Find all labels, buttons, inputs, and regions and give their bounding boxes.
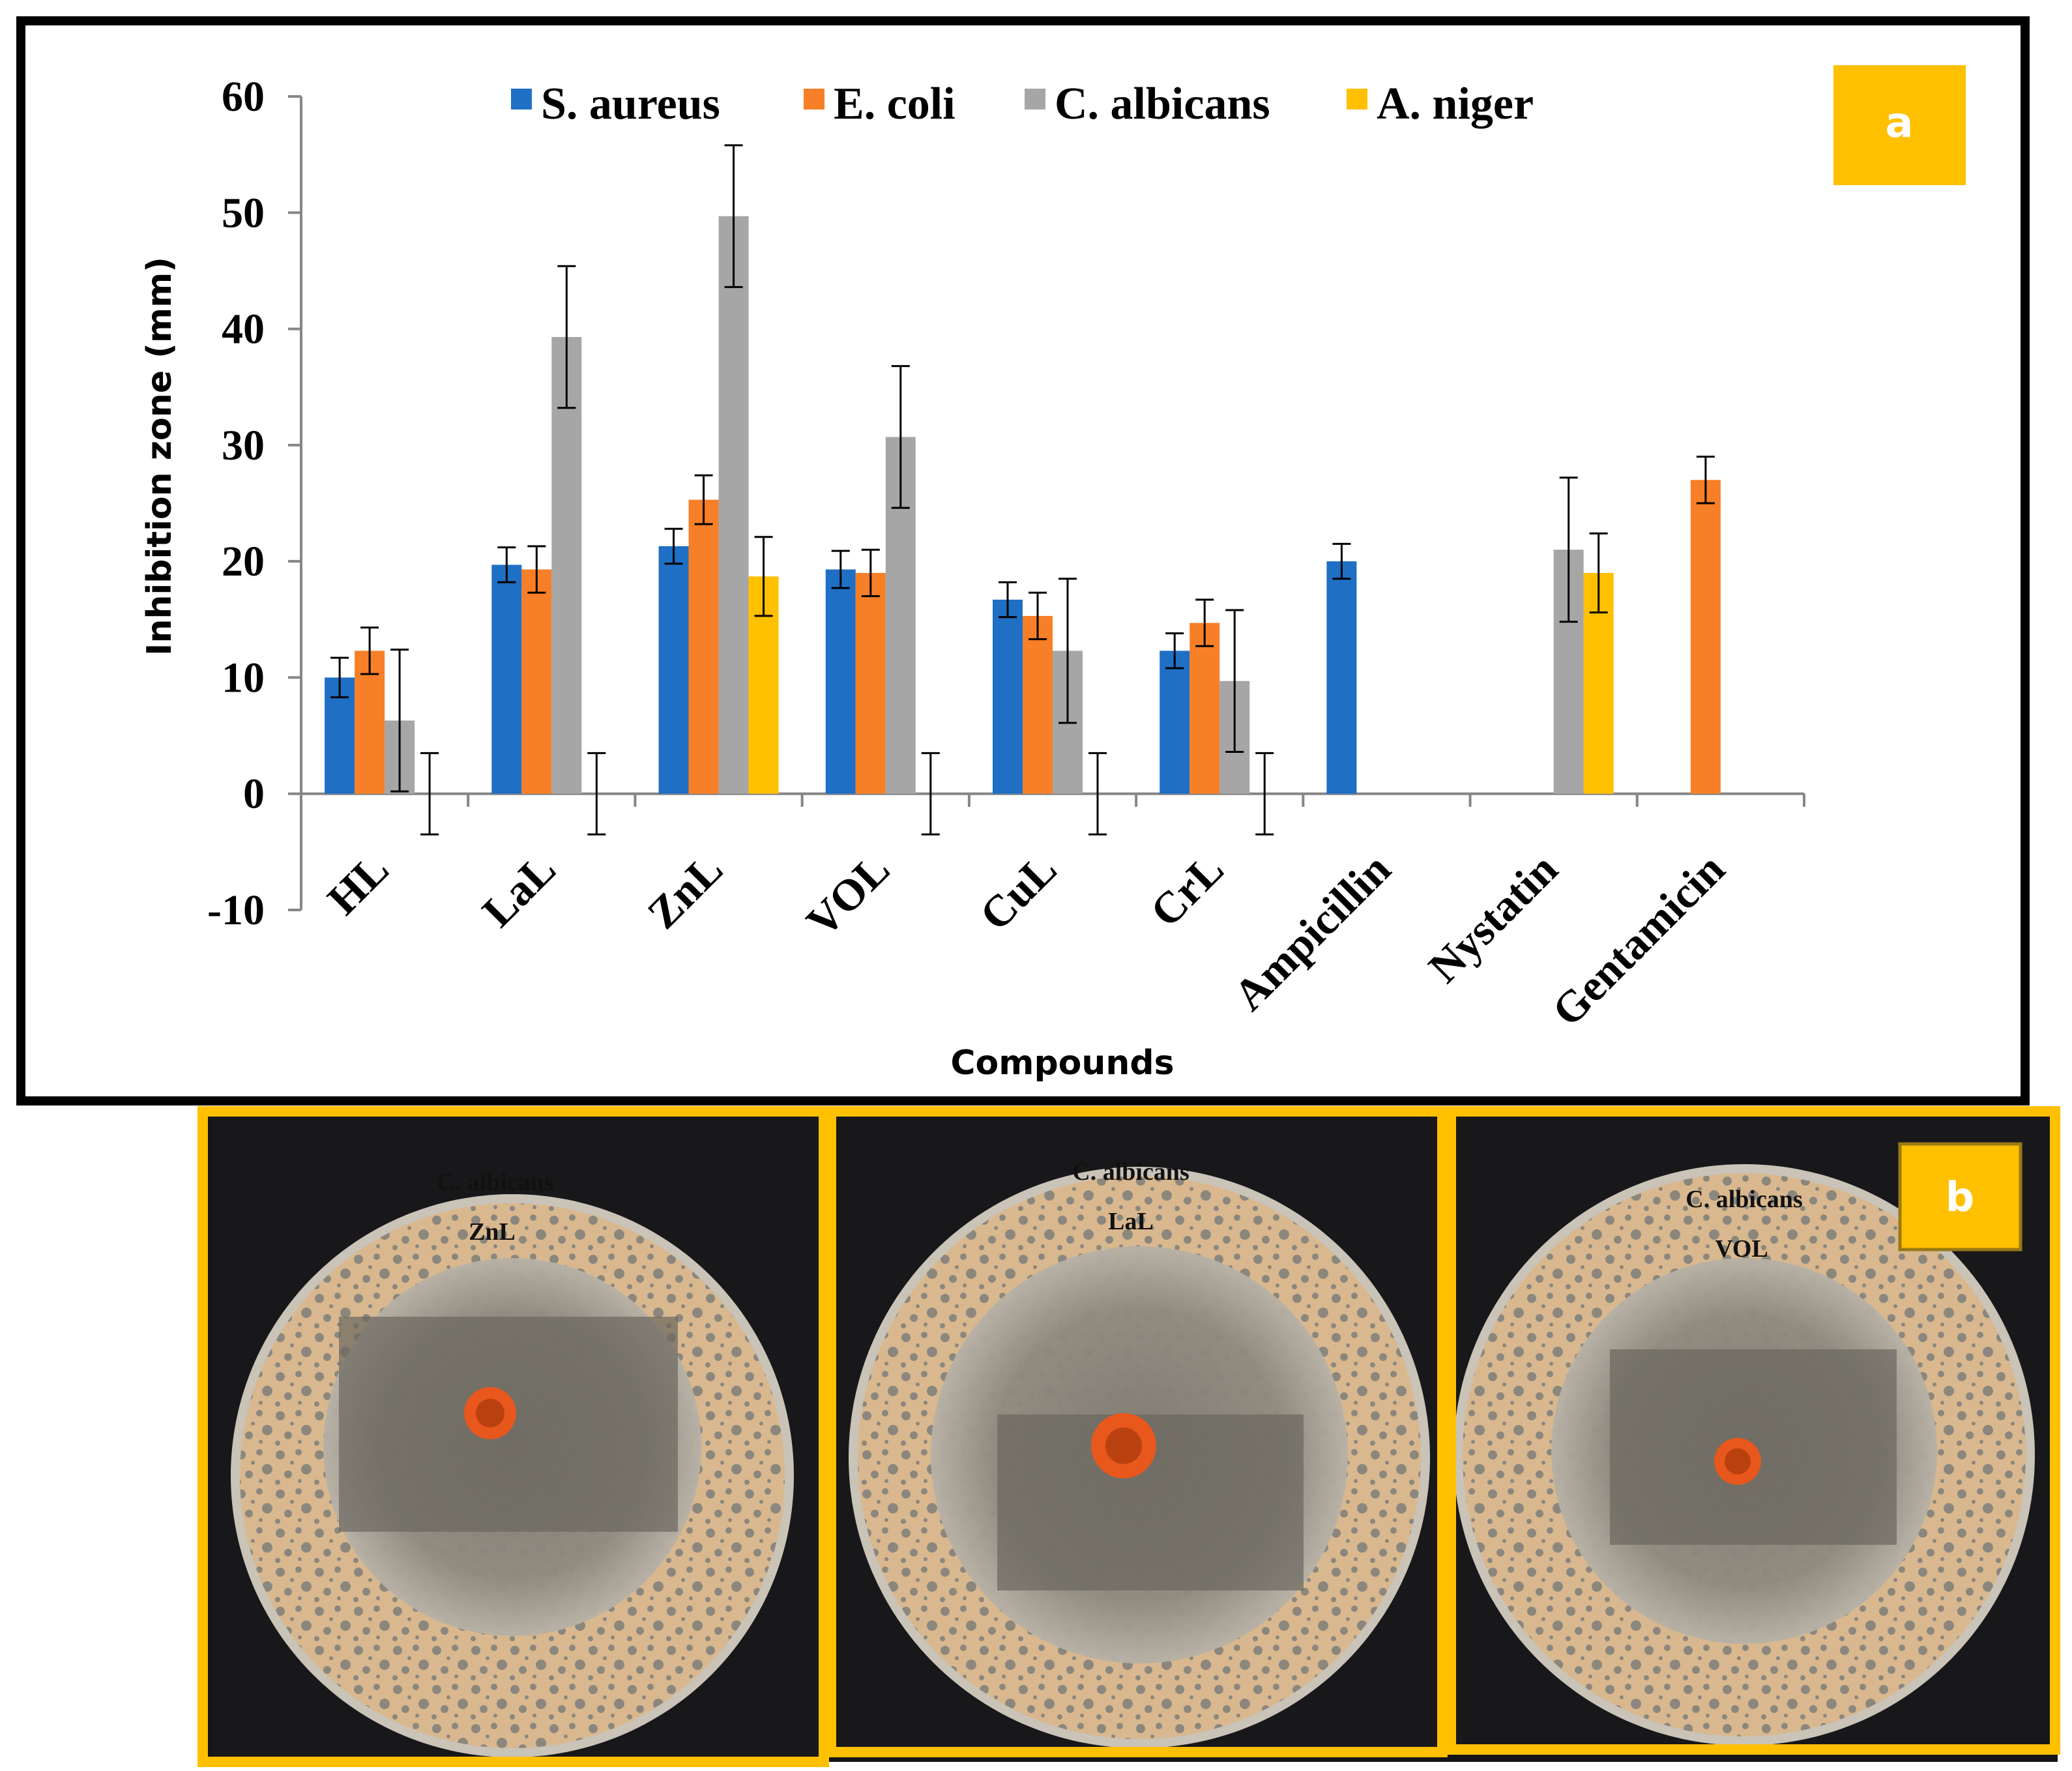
legend-label-s-aureus: S. aureus (541, 79, 720, 129)
y-tick-label: 10 (222, 654, 265, 701)
error-bar-crl-e-coli (1195, 598, 1214, 647)
legend-label-c-albicans: C. albicans (1055, 79, 1270, 129)
error-bar-crl-a-niger (1255, 752, 1274, 836)
bar-vol-s-aureus (825, 569, 856, 794)
legend: S. aureus E. coli C. albicans A. niger (511, 79, 1534, 129)
panel-label-b: b (1898, 1142, 2022, 1251)
error-bar-vol-a-niger (921, 752, 940, 836)
error-bar-hl-a-niger (420, 752, 439, 836)
bar-gentamicin-e-coli (1690, 480, 1721, 794)
panel-a-frame (16, 16, 2030, 1105)
x-axis-label: Compounds (950, 1044, 1174, 1083)
error-bar-vol-c-albicans (891, 365, 910, 509)
panel-label-b-badge (1898, 1142, 2022, 1251)
plate-3-organism: C. albicans (1685, 1186, 1802, 1213)
y-tick-label: 40 (222, 306, 265, 353)
plate-2-organism: C. albicans (1072, 1158, 1189, 1186)
y-tick-label: 30 (222, 422, 265, 469)
bar-crl-s-aureus (1160, 651, 1190, 794)
petri-plate-3 (1456, 1117, 2055, 1747)
error-bar-hl-e-coli (360, 626, 379, 675)
bar-crl-e-coli (1189, 622, 1220, 794)
bar-cul-s-aureus (993, 599, 1023, 794)
plate-1-compound: ZnL (469, 1218, 516, 1246)
legend-swatch-c-albicans (1025, 89, 1045, 110)
error-bar-lal-s-aureus (497, 546, 516, 583)
panel-label-b-text: b (1946, 1173, 1974, 1221)
legend-swatch-a-niger (1347, 89, 1367, 110)
bar-znl-s-aureus (658, 546, 689, 794)
error-bar-nystatin-a-niger (1589, 532, 1608, 614)
plate-3-frame (1446, 1106, 2060, 1755)
error-bar-znl-a-niger (754, 536, 773, 617)
y-tick-label: 20 (222, 538, 265, 585)
error-bar-cul-c-albicans (1058, 578, 1077, 724)
bar-lal-e-coli (521, 569, 552, 794)
y-tick-label: 60 (222, 73, 265, 121)
error-bar-lal-e-coli (527, 545, 546, 594)
error-bar-ampicillin-s-aureus (1332, 542, 1351, 580)
bar-vol-e-coli (855, 572, 886, 794)
legend-label-e-coli: E. coli (834, 79, 956, 129)
bar-lal-c-albicans (551, 337, 582, 794)
plate-1-organism: C. albicans (437, 1169, 553, 1196)
error-bar-lal-a-niger (587, 752, 606, 836)
panel-label-a-badge (1833, 65, 1966, 185)
y-tick-label: 50 (222, 189, 265, 237)
error-bar-vol-e-coli (861, 548, 880, 598)
plate-3-compound: VOL (1715, 1235, 1768, 1263)
error-bar-hl-c-albicans (390, 649, 409, 793)
plate-2-compound: LaL (1108, 1208, 1154, 1235)
error-bar-cul-e-coli (1029, 591, 1047, 641)
error-bar-hl-s-aureus (330, 656, 349, 699)
y-axis-label: Inhibition zone (mm) (140, 257, 179, 656)
error-bar-znl-s-aureus (664, 527, 683, 565)
y-tick-label: 0 (243, 770, 265, 818)
error-bar-znl-e-coli (694, 474, 713, 525)
legend-swatch-s-aureus (511, 89, 532, 110)
error-bar-vol-s-aureus (831, 549, 850, 589)
error-bar-crl-s-aureus (1165, 632, 1184, 669)
plate-1-frame (197, 1106, 829, 1767)
panel-label-a: a (1833, 65, 1966, 185)
y-tick-label: -10 (207, 886, 265, 934)
error-bar-gentamicin-e-coli (1696, 456, 1715, 505)
error-bar-cul-s-aureus (999, 581, 1017, 619)
petri-plate-1 (211, 1117, 821, 1761)
panel-label-a-text: a (1885, 99, 1913, 147)
bar-lal-s-aureus (491, 564, 522, 794)
bar-ampicillin-s-aureus (1326, 561, 1357, 794)
plate-2-frame (826, 1106, 1448, 1757)
error-bar-znl-c-albicans (724, 144, 743, 288)
error-bar-crl-c-albicans (1225, 609, 1244, 754)
bar-znl-c-albicans (718, 216, 749, 794)
bar-znl-e-coli (688, 499, 719, 794)
legend-label-a-niger: A. niger (1377, 79, 1534, 129)
legend-swatch-e-coli (804, 89, 824, 110)
error-bar-lal-c-albicans (557, 265, 576, 409)
petri-plate-2 (837, 1117, 1437, 1749)
error-bar-nystatin-c-albicans (1559, 476, 1578, 623)
bar-cul-e-coli (1023, 615, 1053, 794)
error-bar-cul-a-niger (1088, 752, 1107, 836)
